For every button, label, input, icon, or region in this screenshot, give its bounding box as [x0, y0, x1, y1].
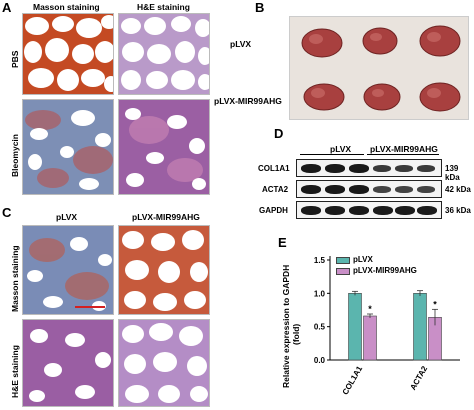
y-tick-label-0: 0.0	[314, 356, 326, 365]
legend-label-mir99ahg: pLVX-MIR99AHG	[353, 266, 417, 275]
panel-c-row-label-he: H&E staining	[10, 345, 20, 398]
panel-a-row-label-bleomycin: Bleomycin	[10, 134, 20, 177]
panel-d-protein-acta2: ACTA2	[262, 185, 289, 194]
panel-d-protein-col1a1: COL1A1	[258, 164, 290, 173]
panel-e-letter: E	[278, 235, 287, 250]
panel-e-ylabel-line1: Relative expression to GAPDH	[281, 264, 291, 388]
y-tick-label-2: 1.0	[314, 289, 326, 298]
significance-acta2: *	[433, 299, 437, 309]
masson-plvx-texture	[23, 226, 113, 314]
legend-swatch-mir99ahg	[336, 268, 350, 275]
panel-d-letter: D	[274, 126, 284, 141]
panel-c-masson-mir99ahg-image	[118, 225, 210, 315]
panel-d-blot-acta2	[296, 180, 442, 198]
panel-a-masson-bleomycin-image	[22, 99, 114, 195]
bar-plvx-mir99ahg-col1a1	[363, 315, 377, 361]
panel-c-col-label-mir99ahg: pLVX-MIR99AHG	[132, 212, 200, 222]
lungs-illustration	[301, 25, 461, 112]
masson-pbs-texture	[24, 15, 113, 92]
masson-bleomycin-texture	[23, 100, 113, 194]
he-pbs-texture	[121, 16, 209, 90]
he-mir99ahg-texture	[122, 323, 208, 403]
panel-e-bar-chart: 0.0 0.5 1.0 1.5 * COL1A1 * ACTA2	[314, 256, 460, 396]
y-tick-label-1: 0.5	[314, 323, 326, 332]
panel-d-protein-gapdh: GAPDH	[259, 206, 288, 215]
panel-c-he-mir99ahg-image	[118, 319, 210, 407]
panel-a-letter: A	[2, 0, 12, 15]
panel-c-letter: C	[2, 205, 12, 220]
panel-c-masson-plvx-image	[22, 225, 114, 315]
panel-a-col-label-masson: Masson staining	[33, 2, 100, 12]
panel-b-lung-photo	[289, 16, 469, 120]
panel-a-he-pbs-image	[118, 13, 210, 95]
panel-b-row-label-mir99ahg: pLVX-MIR99AHG	[214, 96, 282, 106]
panel-d-size-acta2: 42 kDa	[445, 185, 471, 194]
panel-d-group-line-plvx	[300, 154, 364, 155]
panel-a-masson-pbs-image	[22, 13, 114, 95]
panel-d-blot-gapdh	[296, 201, 442, 219]
legend-swatch-plvx	[336, 257, 350, 264]
he-bleomycin-texture	[119, 100, 209, 194]
panel-c-col-label-plvx: pLVX	[56, 212, 78, 222]
he-plvx-texture	[29, 329, 111, 402]
panel-d-group-label-mir99ahg: pLVX-MIR99AHG	[370, 144, 438, 154]
panel-c-row-label-masson: Masson staining	[10, 245, 20, 312]
y-tick-label-3: 1.5	[314, 256, 326, 265]
panel-a-row-label-pbs: PBS	[10, 50, 20, 68]
panel-b-letter: B	[255, 0, 265, 15]
panel-d-blot-col1a1	[296, 159, 442, 177]
panel-a-he-bleomycin-image	[118, 99, 210, 195]
masson-mir99ahg-texture	[122, 230, 208, 311]
x-tick-label-acta2: ACTA2	[408, 364, 429, 392]
x-tick-label-col1a1: COL1A1	[341, 364, 365, 396]
panel-b-row-label-plvx: pLVX	[230, 39, 252, 49]
panel-d-group-line-mir99ahg	[367, 154, 439, 155]
bar-plvx-col1a1	[348, 293, 362, 361]
bar-plvx-acta2	[413, 293, 427, 361]
panel-c-he-plvx-image	[22, 319, 114, 407]
significance-col1a1: *	[368, 304, 372, 314]
panel-a-col-label-he: H&E staining	[137, 2, 190, 12]
legend-label-plvx: pLVX	[353, 255, 373, 264]
panel-d-size-gapdh: 36 kDa	[445, 206, 471, 215]
panel-d-group-label-plvx: pLVX	[330, 144, 352, 154]
panel-d-size-col1a1: 139 kDa	[445, 164, 460, 182]
